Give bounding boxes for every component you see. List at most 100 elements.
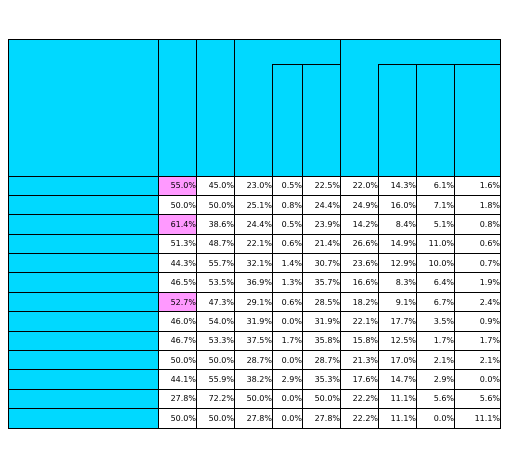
table-cell: 1.9% bbox=[454, 272, 502, 293]
header-uncollected bbox=[158, 39, 197, 177]
table-cell: 6.1% bbox=[416, 175, 456, 196]
row-label bbox=[8, 175, 159, 196]
table-cell: 1.6% bbox=[454, 175, 502, 196]
table-cell: 50.0% bbox=[196, 408, 235, 429]
table-cell: 26.6% bbox=[340, 233, 380, 255]
table-cell: 1.8% bbox=[454, 194, 502, 216]
table-row: 44.1% 55.9% 38.2% 2.9% 35.3% 17.6% 14.7% 2.9% 0.… bbox=[8, 369, 502, 390]
table-cell: 21.3% bbox=[340, 350, 380, 371]
table-cell: 29.1% bbox=[234, 291, 273, 313]
table-cell: 47.3% bbox=[196, 291, 235, 313]
table-cell: 48.7% bbox=[196, 233, 235, 255]
table-cell: 1.4% bbox=[272, 253, 303, 274]
table-cell: 16.0% bbox=[378, 194, 418, 216]
header-none bbox=[454, 63, 502, 177]
table-cell: 32.1% bbox=[234, 253, 273, 274]
table-cell: 11.1% bbox=[378, 408, 418, 429]
table-cell: 15.8% bbox=[340, 330, 380, 352]
row-label bbox=[8, 311, 159, 332]
table-cell: 24.4% bbox=[301, 194, 342, 216]
table-cell: 14.9% bbox=[378, 233, 418, 255]
table-cell: 28.7% bbox=[301, 350, 342, 371]
row-label bbox=[8, 233, 159, 255]
table-cell: 35.8% bbox=[301, 330, 342, 352]
table-cell: 6.4% bbox=[416, 272, 456, 293]
table-cell: 0.5% bbox=[272, 214, 303, 235]
table-cell: 50.0% bbox=[158, 194, 197, 216]
table-cell: 55.0% bbox=[158, 175, 197, 196]
table-cell: 6.7% bbox=[416, 291, 456, 313]
table-cell: 14.3% bbox=[378, 175, 418, 196]
table-cell: 0.8% bbox=[272, 194, 303, 216]
table-cell: 24.9% bbox=[340, 194, 380, 216]
table-cell: 35.3% bbox=[301, 369, 342, 390]
table-cell: 44.1% bbox=[158, 369, 197, 390]
table-row: 50.0% 50.0% 25.1% 0.8% 24.4% 24.9% 16.0% 7.1% 1.… bbox=[8, 194, 502, 216]
table-cell: 5.6% bbox=[416, 388, 456, 410]
table-cell: 0.6% bbox=[454, 233, 502, 255]
table-cell: 28.7% bbox=[234, 350, 273, 371]
table-cell: 7.1% bbox=[416, 194, 456, 216]
table-cell: 0.5% bbox=[272, 175, 303, 196]
table-row: 46.7% 53.3% 37.5% 1.7% 35.8% 15.8% 12.5% 1.7% 1.… bbox=[8, 330, 502, 352]
header-delay bbox=[340, 64, 380, 177]
table-cell: 0.6% bbox=[272, 291, 303, 313]
table-cell: 25.1% bbox=[234, 194, 273, 216]
table-cell: 50.0% bbox=[234, 388, 273, 410]
table-cell: 22.1% bbox=[340, 311, 380, 332]
table-cell: 36.9% bbox=[234, 272, 273, 293]
table-cell: 50.0% bbox=[301, 388, 342, 410]
table-row: 44.3% 55.7% 32.1% 1.4% 30.7% 23.6% 12.9% 10.0% 0… bbox=[8, 253, 502, 274]
table-cell: 61.4% bbox=[158, 214, 197, 235]
table-cell: 1.7% bbox=[416, 330, 456, 352]
table-cell: 22.0% bbox=[340, 175, 380, 196]
table-cell: 1.7% bbox=[454, 330, 502, 352]
table-cell: 21.4% bbox=[301, 233, 342, 255]
table-cell: 0.6% bbox=[272, 233, 303, 255]
table-cell: 0.0% bbox=[416, 408, 456, 429]
table-cell: 50.0% bbox=[158, 350, 197, 371]
table-cell: 10.0% bbox=[416, 253, 456, 274]
header-occurred bbox=[196, 39, 235, 177]
table-cell: 5.6% bbox=[454, 388, 502, 410]
table-cell: 11.0% bbox=[416, 233, 456, 255]
table-cell: 27.8% bbox=[158, 388, 197, 410]
table-cell: 30.7% bbox=[301, 253, 342, 274]
table-row: 61.4% 38.6% 24.4% 0.5% 23.9% 14.2% 8.4% 5.1% 0.8… bbox=[8, 214, 502, 235]
table-cell: 22.5% bbox=[301, 175, 342, 196]
table-cell: 23.0% bbox=[234, 175, 273, 196]
row-label bbox=[8, 330, 159, 352]
table-cell: 31.9% bbox=[234, 311, 273, 332]
table-cell: 27.8% bbox=[234, 408, 273, 429]
table-row: 51.3% 48.7% 22.1% 0.6% 21.4% 26.6% 14.9% 11.0% 0… bbox=[8, 233, 502, 255]
table-row: 27.8% 72.2% 50.0% 0.0% 50.0% 22.2% 11.1% 5.6% 5.… bbox=[8, 388, 502, 410]
row-label bbox=[8, 408, 159, 429]
header-bad-debt-group bbox=[233, 39, 342, 64]
row-label bbox=[8, 214, 159, 235]
table-subtitle bbox=[8, 26, 497, 37]
table-cell: 50.0% bbox=[158, 408, 197, 429]
table-cell: 53.5% bbox=[196, 272, 235, 293]
table-cell: 72.2% bbox=[196, 388, 235, 410]
table-cell: 22.2% bbox=[340, 388, 380, 410]
table-cell: 12.9% bbox=[378, 253, 418, 274]
header-bad-debt bbox=[234, 64, 273, 177]
table-cell: 3.5% bbox=[416, 311, 456, 332]
table-cell: 2.4% bbox=[454, 291, 502, 313]
table-cell: 22.1% bbox=[234, 233, 273, 255]
header-partial bbox=[416, 63, 456, 177]
row-label bbox=[8, 350, 159, 371]
table-cell: 24.4% bbox=[234, 214, 273, 235]
table-cell: 50.0% bbox=[196, 194, 235, 216]
table-cell: 0.0% bbox=[272, 350, 303, 371]
header-bad-big bbox=[272, 63, 303, 177]
header-delay-group bbox=[340, 39, 502, 64]
table-cell: 8.3% bbox=[378, 272, 418, 293]
table-cell: 45.0% bbox=[196, 175, 235, 196]
table-title bbox=[8, 6, 499, 18]
survey-table: 55.0% 45.0% 23.0% 0.5% 22.5% 22.0% 14.3% 6.1% 1.… bbox=[8, 39, 502, 429]
table-cell: 55.9% bbox=[196, 369, 235, 390]
table-cell: 8.4% bbox=[378, 214, 418, 235]
table-cell: 16.6% bbox=[340, 272, 380, 293]
table-row: 46.0% 54.0% 31.9% 0.0% 31.9% 22.1% 17.7% 3.5% 0.… bbox=[8, 311, 502, 332]
